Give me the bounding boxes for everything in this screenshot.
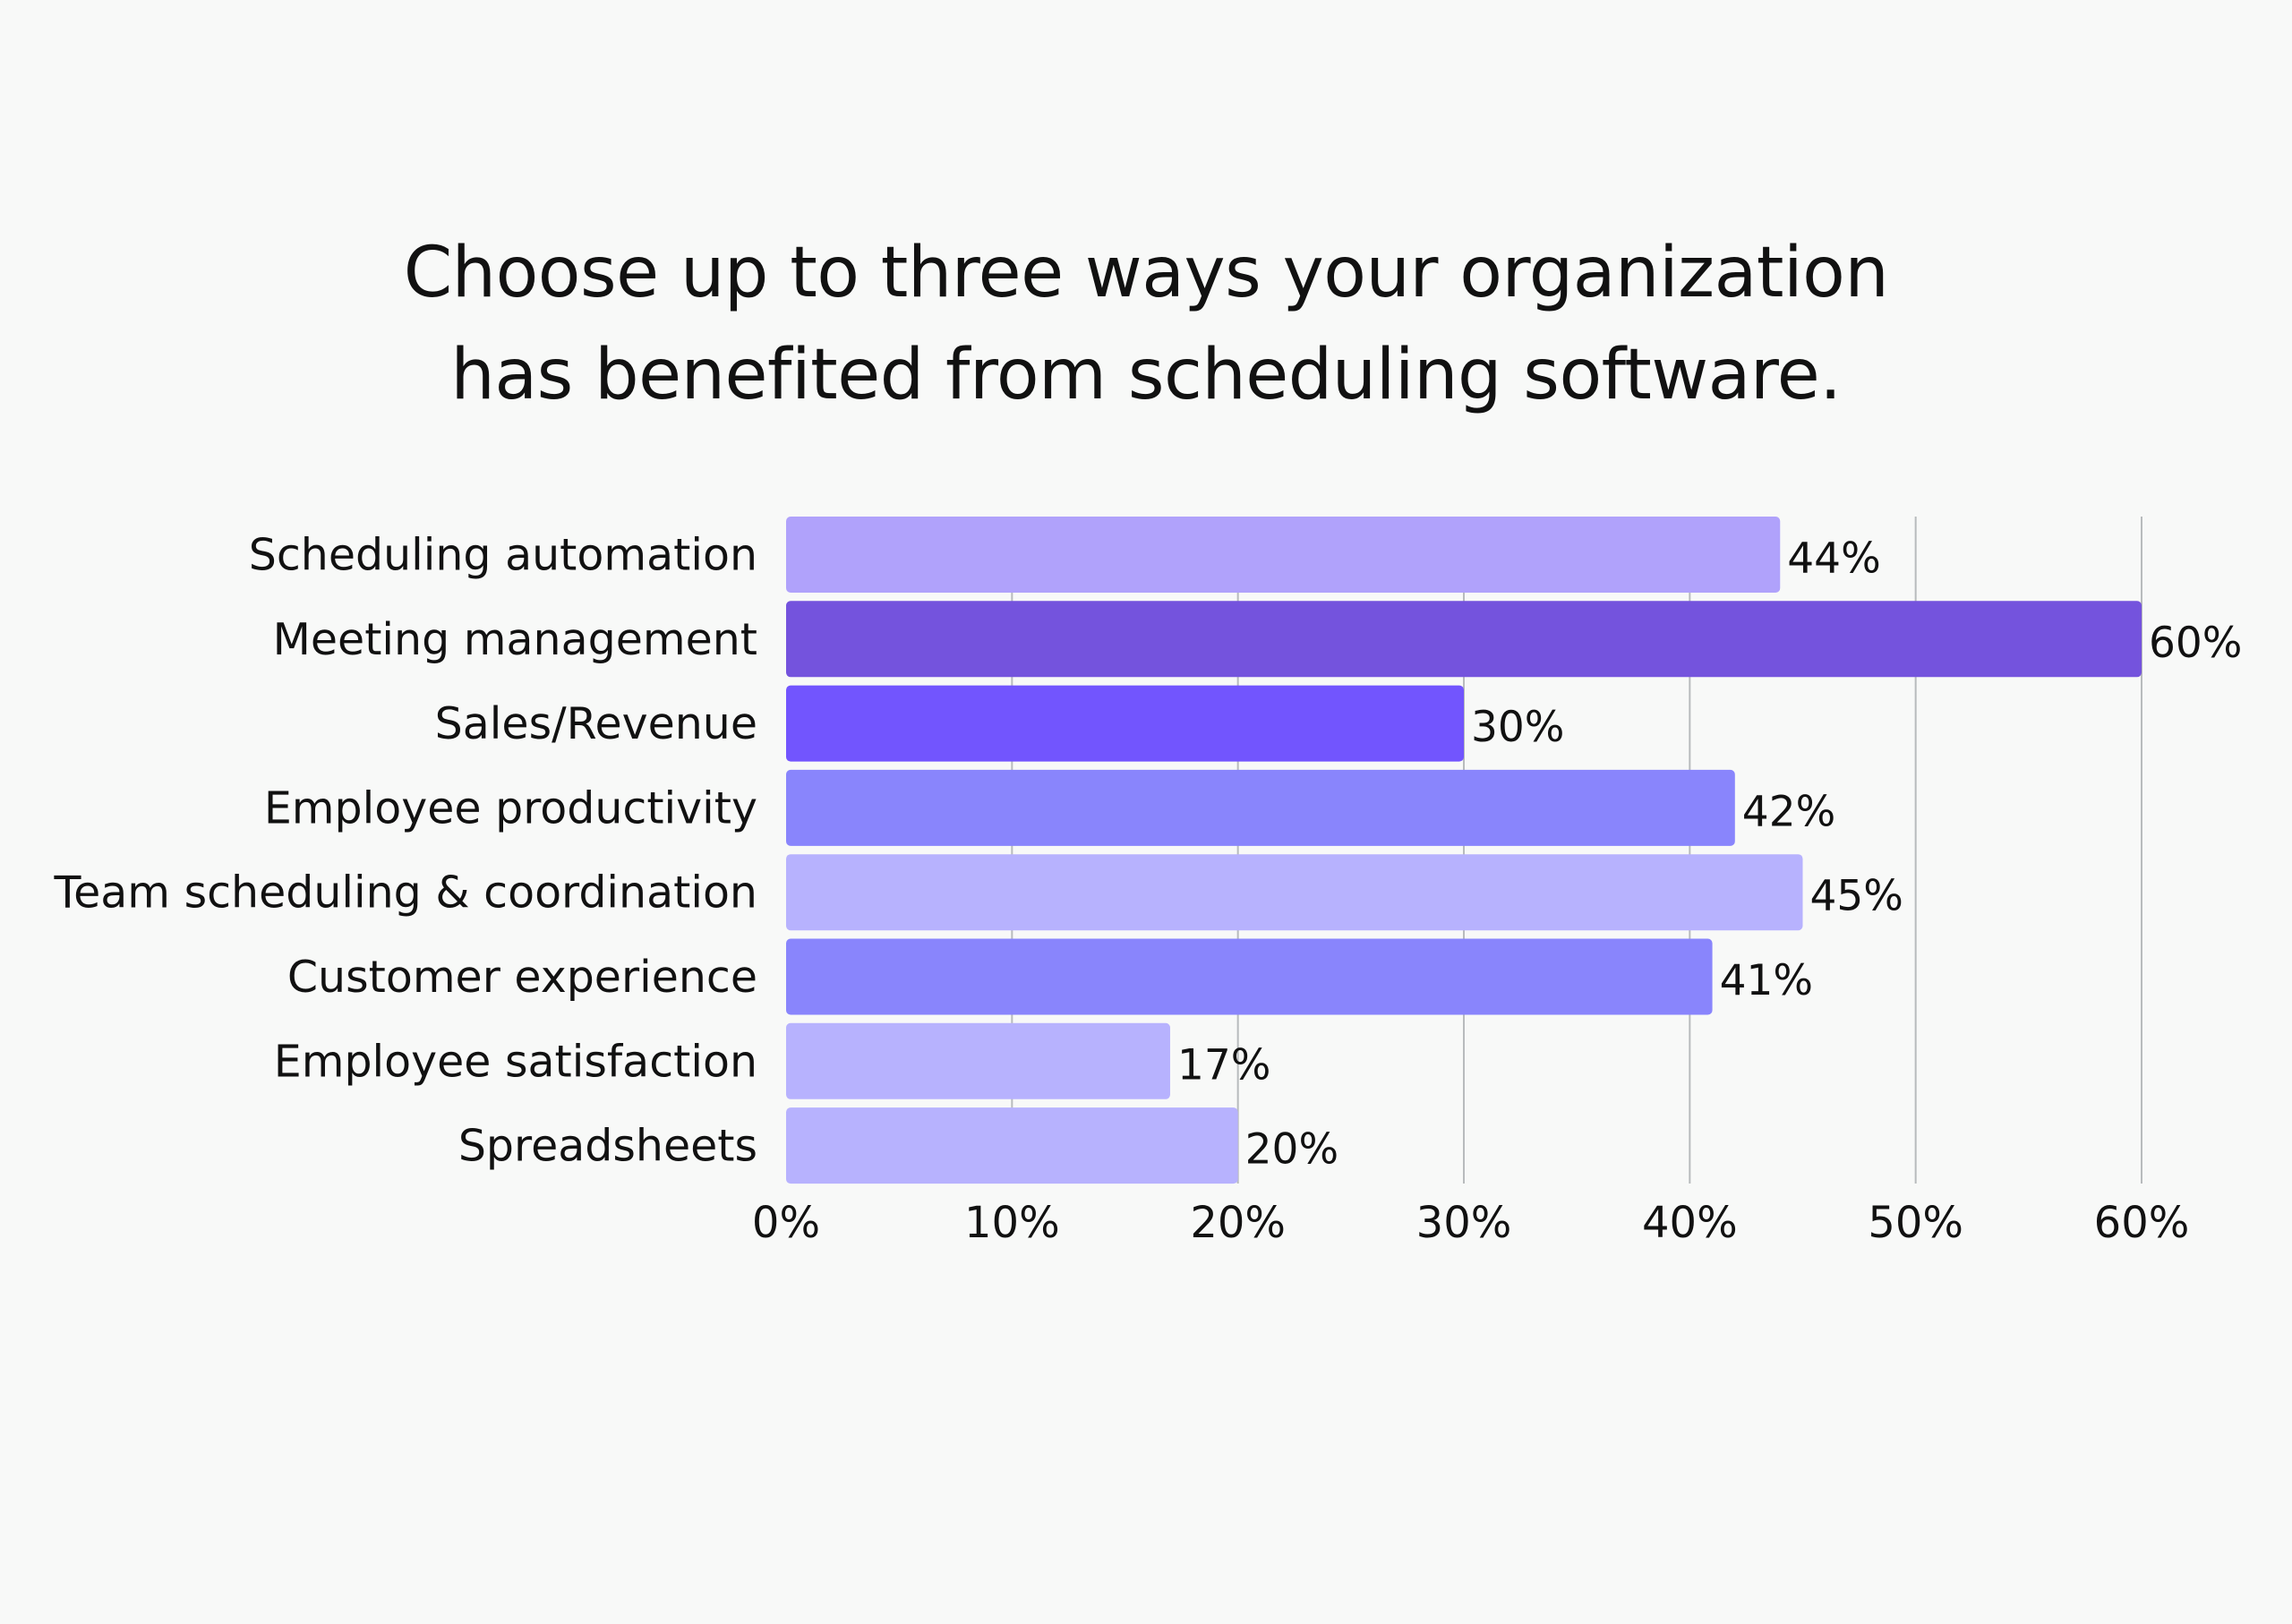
category-label-5: Customer experience — [287, 952, 757, 1003]
bar-3 — [786, 769, 1735, 846]
x-tick-label-20: 20% — [1190, 1198, 1286, 1248]
x-tick-label-40: 40% — [1642, 1198, 1738, 1248]
category-labels: Scheduling automation Meeting management S… — [53, 530, 757, 1172]
bar-5 — [786, 938, 1713, 1015]
bar-4 — [786, 854, 1803, 931]
value-label-7: 20% — [1245, 1125, 1338, 1175]
chart-title: Choose up to three ways your organizatio… — [0, 222, 2292, 426]
category-label-6: Employee satisfaction — [274, 1036, 757, 1087]
value-label-4: 45% — [1810, 872, 1903, 921]
chart-title-line-1: Choose up to three ways your organizatio… — [403, 233, 1889, 313]
category-label-4: Team scheduling & coordination — [53, 868, 757, 919]
value-label-5: 41% — [1720, 956, 1813, 1005]
x-tick-label-10: 10% — [964, 1198, 1060, 1248]
bar-1 — [786, 601, 2142, 678]
x-axis-ticks: 0% 10% 20% 30% 40% 50% 60% — [752, 1198, 2189, 1248]
x-tick-label-50: 50% — [1868, 1198, 1963, 1248]
value-labels: 44% 60% 30% 42% 45% 41% 17% 20% — [1177, 534, 2243, 1175]
category-label-7: Spreadsheets — [458, 1121, 757, 1172]
chart-title-line-2: has benefited from scheduling software. — [450, 335, 1842, 415]
x-tick-label-60: 60% — [2094, 1198, 2190, 1248]
category-label-0: Scheduling automation — [249, 530, 757, 581]
x-tick-label-0: 0% — [752, 1198, 820, 1248]
category-label-3: Employee productivity — [264, 782, 757, 833]
bars — [786, 517, 2142, 1184]
value-label-3: 42% — [1742, 787, 1835, 836]
value-label-6: 17% — [1177, 1040, 1270, 1090]
bar-0 — [786, 517, 1781, 593]
bar-2 — [786, 685, 1464, 762]
bar-7 — [786, 1107, 1238, 1184]
x-tick-label-30: 30% — [1416, 1198, 1512, 1248]
category-label-1: Meeting management — [273, 614, 757, 665]
value-label-0: 44% — [1787, 534, 1880, 584]
category-label-2: Sales/Revenue — [435, 698, 757, 749]
bar-6 — [786, 1022, 1170, 1099]
value-label-2: 30% — [1471, 703, 1564, 752]
value-label-1: 60% — [2149, 619, 2242, 668]
